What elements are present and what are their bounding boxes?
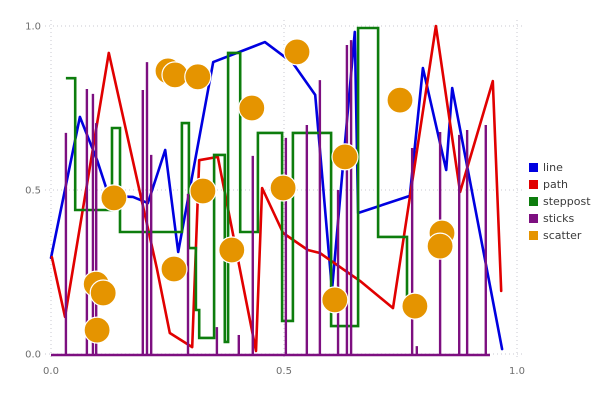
series-scatter-marker bbox=[238, 94, 266, 122]
y-tick-label: 1.0 bbox=[25, 22, 41, 33]
legend-swatch-scatter bbox=[529, 231, 538, 240]
series-scatter-marker bbox=[283, 38, 311, 66]
legend-swatch-path bbox=[529, 180, 538, 189]
legend: line path steppost sticks scatter bbox=[529, 161, 591, 242]
y-tick-label: 0.0 bbox=[25, 350, 41, 361]
series-scatter-marker bbox=[160, 255, 188, 283]
series-scatter-marker bbox=[331, 143, 359, 171]
series-scatter-marker bbox=[401, 292, 429, 320]
series-scatter-marker bbox=[218, 236, 246, 264]
series-scatter-marker bbox=[386, 86, 414, 114]
legend-item-sticks: sticks bbox=[529, 212, 591, 225]
legend-swatch-steppost bbox=[529, 197, 538, 206]
series-scatter-marker bbox=[426, 232, 454, 260]
legend-item-scatter: scatter bbox=[529, 229, 591, 242]
series-steppost bbox=[65, 26, 419, 344]
legend-item-line: line bbox=[529, 161, 591, 174]
legend-label: steppost bbox=[543, 195, 591, 208]
series-scatter-marker bbox=[161, 61, 189, 89]
y-tick-label: 0.5 bbox=[25, 186, 41, 197]
x-tick-label: 0.5 bbox=[276, 366, 292, 377]
series-scatter-marker bbox=[269, 174, 297, 202]
x-tick-label: 0.0 bbox=[43, 366, 59, 377]
legend-label: line bbox=[543, 161, 563, 174]
series-scatter-marker bbox=[184, 63, 212, 91]
series-path bbox=[50, 24, 503, 353]
series-scatter-marker bbox=[83, 316, 111, 344]
series-scatter-marker bbox=[189, 177, 217, 205]
legend-label: path bbox=[543, 178, 569, 191]
legend-swatch-line bbox=[529, 163, 538, 172]
legend-swatch-sticks bbox=[529, 214, 538, 223]
series-scatter-marker bbox=[89, 279, 117, 307]
series-scatter-marker bbox=[100, 184, 128, 212]
x-tick-label: 1.0 bbox=[509, 366, 525, 377]
legend-item-steppost: steppost bbox=[529, 195, 591, 208]
legend-label: sticks bbox=[543, 212, 575, 225]
legend-item-path: path bbox=[529, 178, 591, 191]
series-scatter-marker bbox=[321, 286, 349, 314]
legend-label: scatter bbox=[543, 229, 582, 242]
